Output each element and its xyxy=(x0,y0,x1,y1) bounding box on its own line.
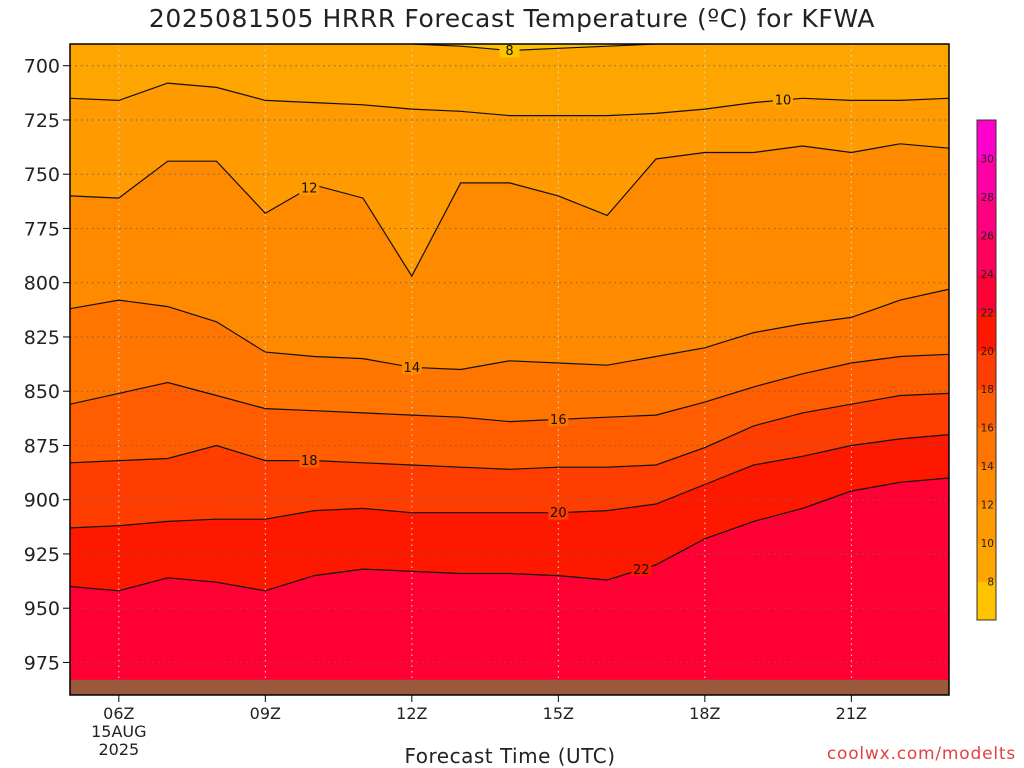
y-tick-label: 800 xyxy=(24,273,60,295)
x-tick-label: 12Z xyxy=(396,704,427,723)
y-tick-label: 925 xyxy=(24,544,60,566)
x-axis-title: Forecast Time (UTC) xyxy=(404,744,616,768)
color-scale-swatch xyxy=(977,158,996,198)
isotherm-label: 10 xyxy=(775,93,792,108)
color-scale-swatch xyxy=(977,504,996,544)
y-tick-label: 975 xyxy=(24,652,60,674)
y-tick-label: 750 xyxy=(24,164,60,186)
temperature-band xyxy=(70,44,949,116)
temperature-band xyxy=(70,354,949,470)
color-scale-swatch xyxy=(977,350,996,390)
color-scale-label: 14 xyxy=(981,461,995,473)
color-scale-label: 24 xyxy=(981,269,995,281)
isotherm-label-bg xyxy=(499,44,520,58)
isotherm-label-bg xyxy=(299,453,320,468)
color-scale-swatch xyxy=(977,120,996,159)
temperature-band xyxy=(70,83,949,277)
x-tick-label: 21Z xyxy=(836,704,867,723)
chart-title: 2025081505 HRRR Forecast Temperature (ºC… xyxy=(148,4,876,33)
isotherm-label: 8 xyxy=(505,44,513,59)
y-tick-label: 775 xyxy=(24,218,60,240)
isotherm-label: 18 xyxy=(301,454,318,469)
isotherm-line xyxy=(70,434,949,529)
color-scale-label: 30 xyxy=(981,153,994,165)
color-scale-label: 10 xyxy=(981,538,994,550)
x-tick-label: 06Z xyxy=(103,704,134,723)
isotherm-line xyxy=(70,353,949,423)
y-axis: 700 725 750 775 800 825 850 875 900 925 950 975 xyxy=(24,56,70,674)
color-scale-swatch xyxy=(977,389,996,429)
color-scale-swatch xyxy=(977,235,996,275)
x-tick-label: 15Z xyxy=(543,704,574,723)
temperature-band xyxy=(70,393,949,528)
date-label: 15AUG xyxy=(91,722,146,741)
isotherm-label-bg xyxy=(772,92,793,107)
plot-frame xyxy=(69,43,950,696)
isotherm-line xyxy=(70,477,949,592)
y-tick-label: 725 xyxy=(24,110,60,132)
isotherm-label-bg xyxy=(631,562,652,577)
isotherm-label: 12 xyxy=(301,181,318,196)
color-scale-swatch xyxy=(977,196,996,236)
isotherm-label-bg xyxy=(548,412,569,427)
color-scale-label: 22 xyxy=(981,307,994,319)
temperature-band xyxy=(70,289,949,422)
isotherm-label: 16 xyxy=(550,413,567,428)
color-scale-swatch xyxy=(977,427,996,467)
ground-surface xyxy=(70,679,949,695)
color-scale-label: 20 xyxy=(981,346,994,358)
color-scale-label: 12 xyxy=(981,500,994,512)
color-scale-label: 8 xyxy=(987,577,994,589)
color-scale-swatch xyxy=(977,273,996,313)
x-axis: 06Z 09Z 12Z 15Z 18Z 21Z xyxy=(103,695,867,723)
color-scale-swatch xyxy=(977,581,996,621)
temperature-band xyxy=(70,143,949,370)
isotherm-line xyxy=(70,288,949,371)
color-scale-swatch xyxy=(977,543,996,583)
temperature-band xyxy=(411,44,705,51)
isotherm-label: 14 xyxy=(404,361,421,376)
y-tick-label: 875 xyxy=(24,435,60,457)
isotherm-line xyxy=(70,82,949,117)
isotherm-label-bg xyxy=(401,360,422,375)
date-label: 2025 xyxy=(98,740,139,759)
isotherm-label: 20 xyxy=(550,506,567,521)
y-tick-label: 950 xyxy=(24,598,60,620)
temperature-fill-layer xyxy=(70,44,949,695)
color-scale-label: 28 xyxy=(981,192,994,204)
color-scale-label: 18 xyxy=(981,384,994,396)
y-tick-label: 825 xyxy=(24,327,60,349)
isotherm-label-bg xyxy=(299,180,320,195)
isotherm-label: 22 xyxy=(633,563,650,578)
color-scale-bar: 8 10 12 14 16 18 20 22 24 26 28 30 xyxy=(976,119,997,621)
x-tick-label: 18Z xyxy=(689,704,720,723)
y-tick-label: 900 xyxy=(24,490,60,512)
color-scale-label: 16 xyxy=(981,423,995,435)
color-scale-swatch xyxy=(977,466,996,506)
color-scale-label: 26 xyxy=(981,230,995,242)
y-tick-label: 850 xyxy=(24,381,60,403)
y-tick-label: 700 xyxy=(24,56,60,78)
isotherm-line xyxy=(70,392,949,470)
isotherm-label-bg xyxy=(548,505,569,520)
isotherm-line xyxy=(70,143,949,278)
ground-layer xyxy=(70,679,949,695)
credit-link[interactable]: coolwx.com/modelts xyxy=(826,744,1016,764)
color-scale-swatch xyxy=(977,312,996,352)
temperature-band xyxy=(70,478,949,695)
x-tick-label: 09Z xyxy=(250,704,281,723)
isotherm-layer: 8 10 12 14 16 18 20 22 xyxy=(70,44,949,592)
color-scale-frame xyxy=(976,119,997,621)
